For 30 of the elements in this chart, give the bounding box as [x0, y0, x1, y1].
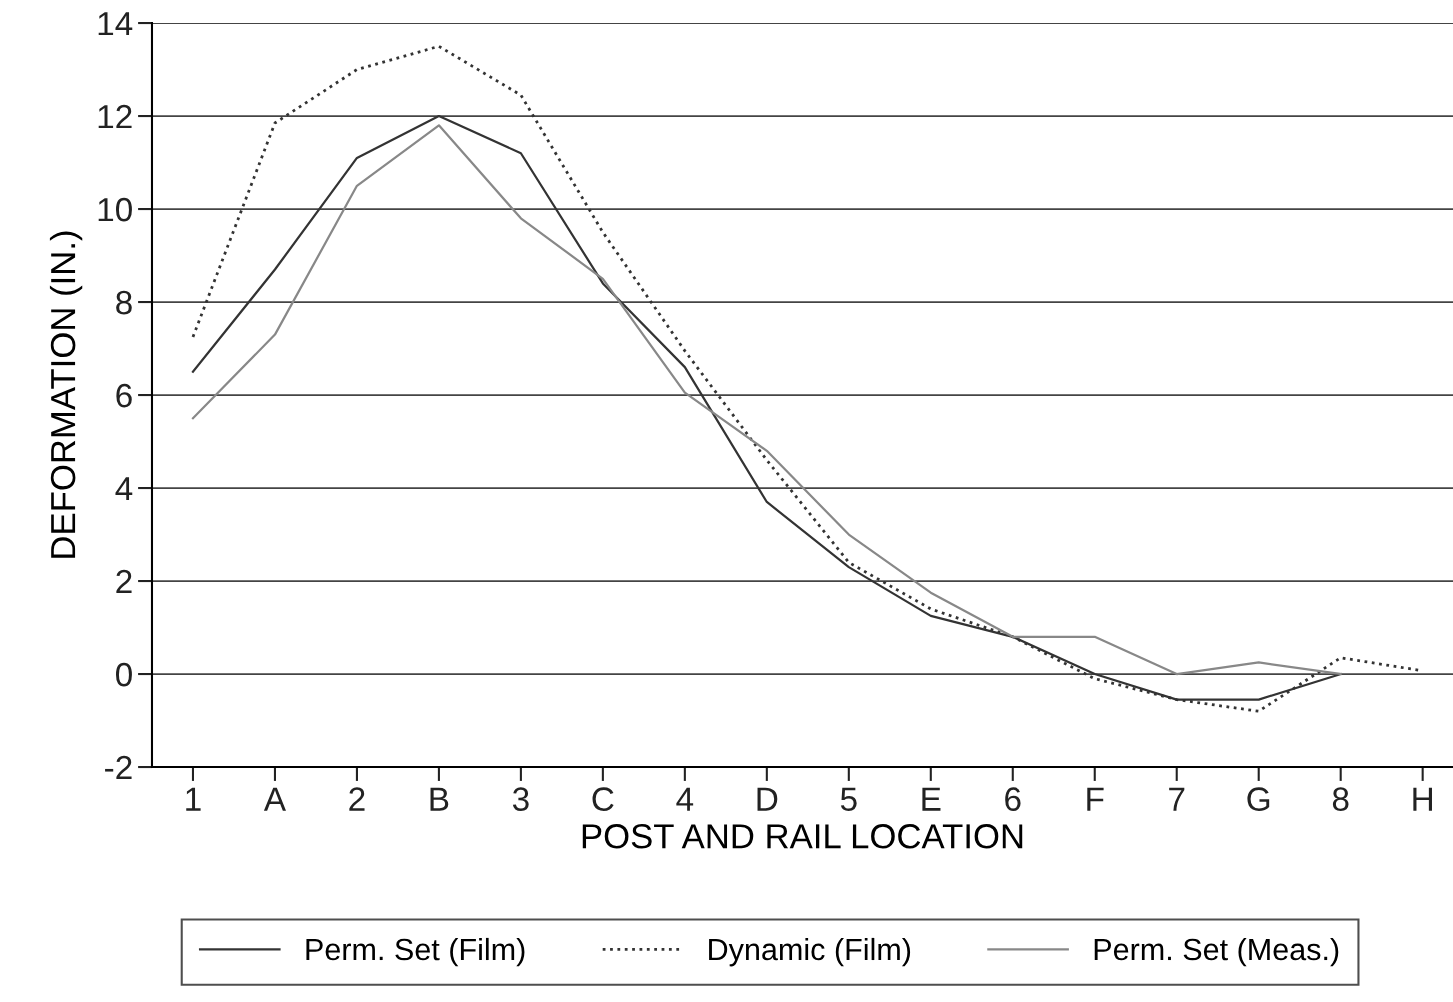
x-tick-label: 4: [676, 787, 694, 811]
x-tick-label: C: [592, 787, 614, 811]
x-tick-label: A: [263, 787, 286, 811]
x-tick-label: 7: [1169, 787, 1185, 811]
x-tick-label: B: [430, 787, 449, 811]
x-tick-label: 8: [1332, 787, 1349, 811]
y-tick-label: 6: [116, 383, 132, 408]
x-tick-label: D: [757, 787, 778, 811]
x-tick-label: 6: [1005, 787, 1021, 811]
y-tick-label: 2: [116, 569, 132, 594]
x-tick-label: F: [1087, 787, 1104, 811]
x-tick-label: 1: [186, 787, 201, 811]
x-tick-label: E: [922, 787, 941, 811]
y-axis-title: DEFORMATION (IN.): [49, 231, 83, 558]
y-tick-label: 10: [98, 197, 132, 222]
x-axis-title: POST AND RAIL LOCATION: [582, 824, 1023, 849]
x-tick-label: 2: [349, 787, 365, 811]
y-tick-label: 4: [115, 477, 133, 501]
y-tick-label: 14: [98, 12, 133, 36]
legend-label: Dynamic (Film): [709, 937, 911, 967]
x-tick-label: 5: [840, 787, 857, 811]
y-tick-label: 0: [116, 662, 132, 687]
y-tick-label: -2: [105, 755, 132, 780]
y-tick-label: 12: [98, 104, 132, 129]
x-tick-label: H: [1413, 787, 1432, 811]
x-tick-label: 3: [512, 787, 529, 811]
legend-label: Perm. Set (Meas.): [1094, 937, 1339, 967]
legend-label: Perm. Set (Film): [306, 937, 525, 967]
y-tick-label: 8: [116, 290, 132, 315]
x-tick-label: G: [1247, 787, 1270, 811]
